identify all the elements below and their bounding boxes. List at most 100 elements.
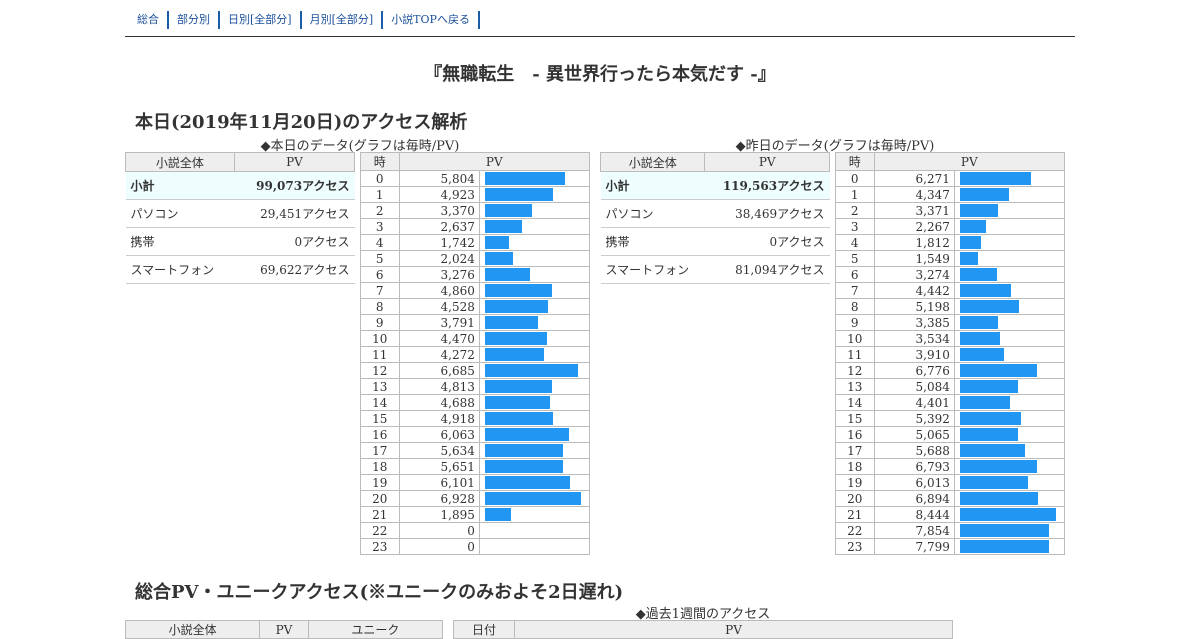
hourly-pv: 4,347 [873,186,955,203]
hourly-row: 14 4,401 [835,394,1066,411]
hourly-row: 15 5,392 [835,410,1066,427]
hourly-hour: 14 [835,394,875,411]
hourly-hour: 19 [360,474,400,491]
hourly-bar [959,172,1031,185]
hourly-row: 6 3,274 [835,266,1066,283]
hourly-bar-cell [953,394,1066,411]
hourly-bar-cell [478,522,591,539]
nav-link-overall[interactable]: 総合 [137,13,159,26]
summary-value: 0アクセス [704,227,830,256]
hourly-row: 0 6,271 [835,170,1066,187]
hourly-pv: 0 [398,538,480,555]
nav-link-novel-top[interactable]: 小説TOPへ戻る [391,13,470,26]
hourly-bar-cell [478,394,591,411]
hourly-hour: 22 [835,522,875,539]
summary-label: 携帯 [600,227,705,256]
hourly-hour: 17 [835,442,875,459]
hourly-bar [959,236,981,249]
nav-link-monthly[interactable]: 月別[全部分] [309,13,374,26]
hourly-bar [484,236,509,249]
hourly-bar-cell [953,218,1066,235]
hourly-bar [959,412,1021,425]
hourly-bar-cell [478,282,591,299]
hourly-bar [484,300,548,313]
summary-header-pv: PV [704,152,830,172]
hourly-row: 22 7,854 [835,522,1066,539]
nav-item-daily[interactable]: 日別[全部分] [220,11,302,29]
yesterday-hourly-body: 0 6,271 1 4,347 2 3,371 3 2,267 4 1,812 5 1,549 6 3,2… [835,170,1066,555]
hourly-row: 11 3,910 [835,346,1066,363]
nav-item-overall[interactable]: 総合 [129,11,169,29]
hourly-bar-cell [953,490,1066,507]
hourly-hour: 20 [360,490,400,507]
hourly-row: 8 5,198 [835,298,1066,315]
hourly-hour: 10 [835,330,875,347]
hourly-hour: 7 [835,282,875,299]
summary-value: 38,469アクセス [704,199,830,228]
hourly-bar [484,316,538,329]
hourly-hour: 11 [360,346,400,363]
hourly-row: 19 6,101 [360,474,591,491]
hourly-bar-cell [478,362,591,379]
hourly-bar-cell [953,426,1066,443]
nav-item-monthly[interactable]: 月別[全部分] [302,11,384,29]
summary-row-subtotal: 小計 119,563アクセス [600,171,830,200]
hourly-row: 11 4,272 [360,346,591,363]
hourly-hour: 16 [360,426,400,443]
summary-label: 携帯 [125,227,235,256]
hourly-bar-cell [478,202,591,219]
hourly-hour: 22 [360,522,400,539]
hourly-hour: 12 [835,362,875,379]
summary-label: スマートフォン [125,255,235,284]
hourly-hour: 18 [835,458,875,475]
hourly-row: 21 1,895 [360,506,591,523]
hourly-row: 4 1,742 [360,234,591,251]
hourly-hour: 1 [835,186,875,203]
hourly-pv: 2,024 [398,250,480,267]
nav-link-by-part[interactable]: 部分別 [177,13,210,26]
hourly-pv: 4,442 [873,282,955,299]
weekly-subtitle: ◆過去1週間のアクセス [635,607,771,622]
hourly-bar-cell [953,314,1066,331]
nav-link-daily[interactable]: 日別[全部分] [228,13,292,26]
hourly-bar-cell [478,538,591,555]
hourly-bar [959,348,1004,361]
hourly-bar [959,332,1000,345]
hourly-row: 20 6,894 [835,490,1066,507]
nav-item-by-part[interactable]: 部分別 [169,11,220,29]
novel-title: 『無職転生 - 異世界行ったら本気だす -』 [424,64,776,85]
hourly-bar-cell [953,442,1066,459]
hourly-bar [959,540,1049,553]
hourly-hour: 15 [360,410,400,427]
hourly-bar [484,460,563,473]
hourly-pv: 4,813 [398,378,480,395]
hourly-row: 6 3,276 [360,266,591,283]
summary-value: 69,622アクセス [234,255,355,284]
hourly-row: 20 6,928 [360,490,591,507]
hourly-bar [484,508,511,521]
hourly-bar-cell [953,234,1066,251]
nav-item-novel-top[interactable]: 小説TOPへ戻る [383,11,480,29]
hourly-pv: 1,895 [398,506,480,523]
hourly-bar-cell [953,266,1066,283]
hourly-row: 1 4,923 [360,186,591,203]
summary-header-novel: 小説全体 [125,152,235,172]
hourly-bar [484,364,578,377]
hourly-bar [959,252,978,265]
top-nav: 総合 部分別 日別[全部分] 月別[全部分] 小説TOPへ戻る [125,0,1075,37]
hourly-row: 2 3,371 [835,202,1066,219]
hourly-bar-cell [478,474,591,491]
hourly-row: 8 4,528 [360,298,591,315]
hourly-bar-cell [478,442,591,459]
hourly-pv: 4,528 [398,298,480,315]
summary-header-novel: 小説全体 [599,152,706,172]
hourly-bar-cell [478,250,591,267]
summary-row-smartphone: スマートフォン 81,094アクセス [600,255,830,284]
hourly-bar-cell [478,298,591,315]
hourly-row: 17 5,634 [360,442,591,459]
hourly-bar [959,508,1056,521]
hourly-row: 14 4,688 [360,394,591,411]
hourly-row: 15 4,918 [360,410,591,427]
yesterday-hourly-table: 時 PV 0 6,271 1 4,347 2 3,371 3 2,267 4 1,812 5 1,54… [835,152,1066,555]
hourly-pv: 4,923 [398,186,480,203]
